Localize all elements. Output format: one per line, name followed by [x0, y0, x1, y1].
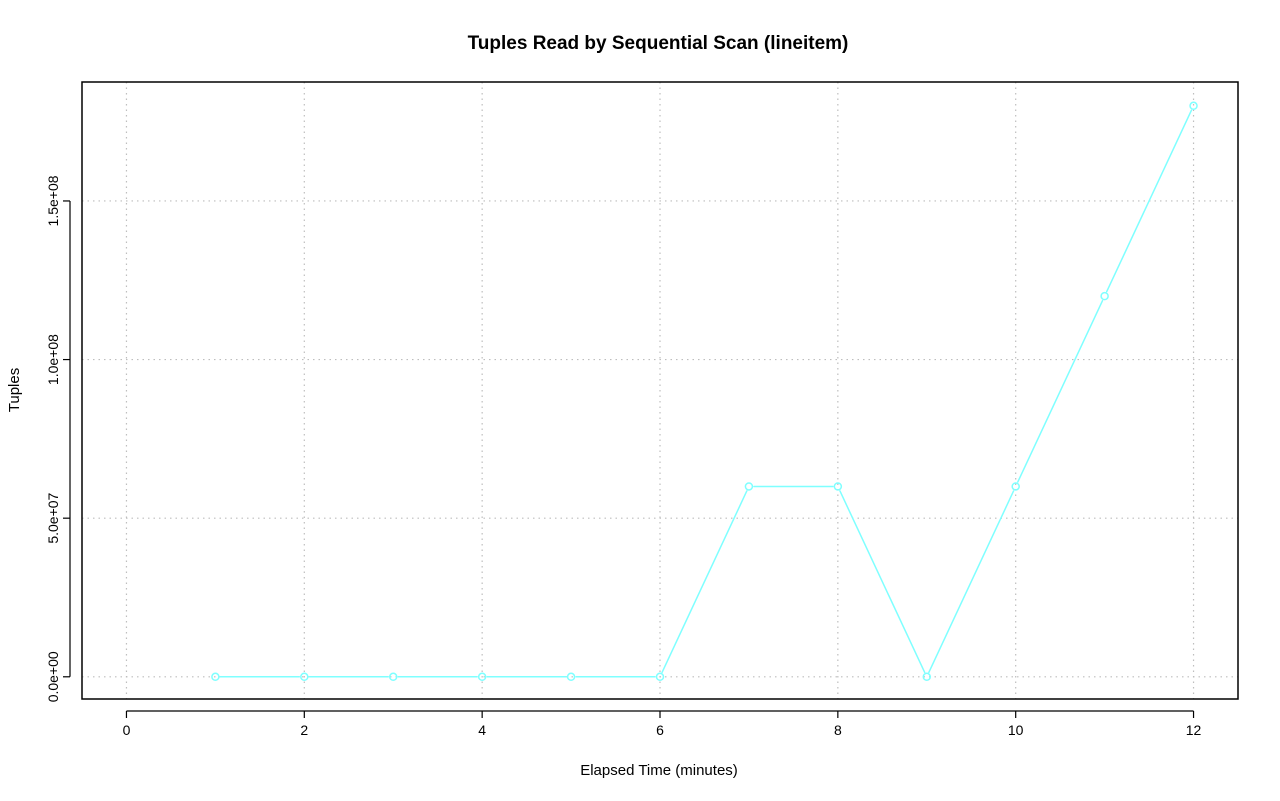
x-tick-label: 4: [478, 722, 486, 738]
y-tick-label: 1.5e+08: [45, 175, 61, 226]
series-line-segment: [928, 490, 1015, 674]
chart-title: Tuples Read by Sequential Scan (lineitem…: [468, 33, 849, 54]
plot-frame: [81, 81, 1239, 700]
y-tick-label: 1.0e+08: [45, 334, 61, 385]
x-tick-label: 12: [1186, 722, 1202, 738]
data-point: [833, 482, 843, 491]
data-point: [1100, 291, 1109, 301]
axes: 0 2 4 6 8 10 12 0.0e+00 5.0e+07 1.0e+08 1.5e+08: [45, 175, 1202, 738]
y-tick-label: 0.0e+00: [45, 651, 61, 702]
series-line-segment: [1017, 299, 1104, 483]
series-line-segment: [661, 490, 748, 674]
series-line-segment: [839, 490, 926, 674]
data-point: [655, 672, 665, 682]
x-tick-label: 8: [834, 722, 842, 738]
data-point: [211, 672, 220, 682]
data-point: [300, 672, 309, 682]
data-point: [566, 672, 576, 682]
data-point: [922, 672, 932, 682]
data-point: [744, 482, 754, 491]
grid-layer: [82, 82, 1238, 699]
x-tick-label: 10: [1008, 722, 1024, 738]
x-axis-label: Elapsed Time (minutes): [580, 762, 738, 779]
x-tick-label: 6: [656, 722, 664, 738]
series-line-segment: [1105, 109, 1193, 293]
data-point: [1011, 482, 1020, 491]
x-tick-label: 0: [123, 722, 131, 738]
series-layer: [211, 101, 1198, 682]
y-tick-label: 5.0e+07: [45, 492, 61, 543]
data-point: [1189, 101, 1198, 111]
data-point: [477, 672, 487, 682]
x-tick-label: 2: [300, 722, 308, 738]
data-point: [388, 672, 398, 682]
y-axis-label: Tuples: [6, 368, 23, 412]
